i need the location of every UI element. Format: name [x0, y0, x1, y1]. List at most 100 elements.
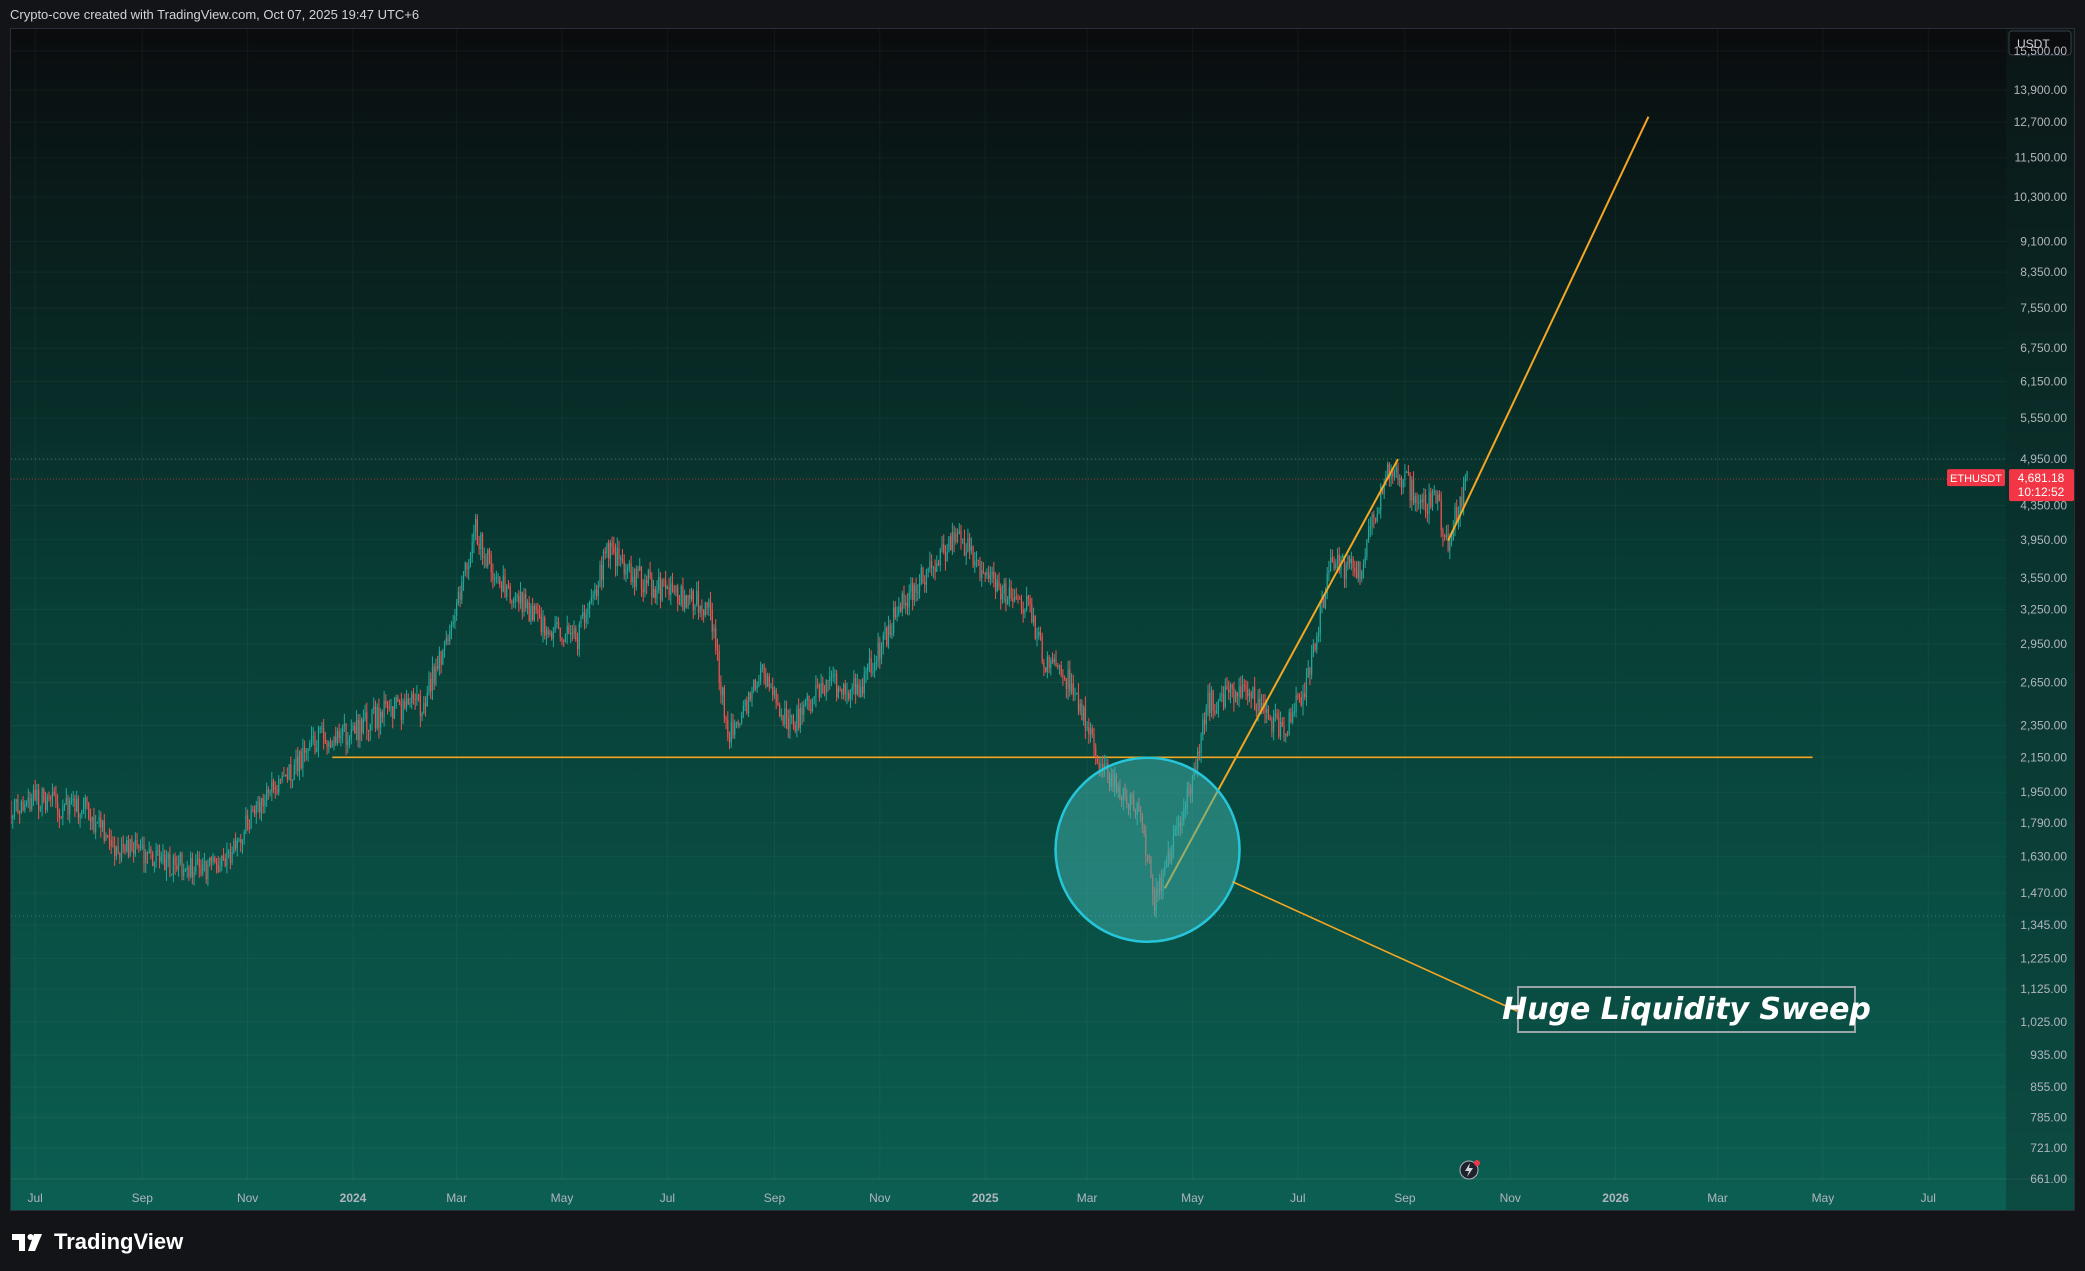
- candle-body: [566, 626, 568, 634]
- candle-body: [1051, 660, 1054, 663]
- candle-body: [613, 546, 615, 553]
- candle-body: [1388, 464, 1390, 478]
- chart-pane[interactable]: Huge Liquidity Sweep USDT 15,500.00 13,900…: [10, 28, 2075, 1211]
- candle: [521, 591, 523, 620]
- candle: [336, 727, 339, 746]
- time-tick-label: May: [1812, 1191, 1835, 1205]
- candle-body: [1046, 656, 1048, 672]
- candle: [20, 799, 22, 814]
- candle-body: [19, 812, 21, 814]
- candle-body: [922, 568, 924, 583]
- candle: [13, 798, 16, 820]
- price-axis[interactable]: USDT15,500.0013,900.0012,700.0011,500.00…: [1947, 29, 2075, 1211]
- candle-body: [435, 665, 437, 685]
- candle: [696, 581, 698, 607]
- candle-body: [293, 764, 295, 780]
- candle-body: [559, 627, 561, 638]
- candle: [777, 693, 779, 706]
- candle: [1428, 483, 1430, 525]
- candle-body: [1387, 464, 1389, 475]
- price-tick-label: 721.00: [2030, 1141, 2067, 1155]
- replay-lightning-icon[interactable]: [1459, 1160, 1480, 1180]
- candle-body: [1072, 683, 1074, 695]
- candle: [43, 787, 45, 804]
- candle-body: [240, 839, 242, 844]
- candle: [238, 837, 240, 843]
- candle: [340, 728, 342, 747]
- candle-body: [1361, 571, 1363, 579]
- candle: [326, 739, 328, 755]
- candle: [44, 791, 47, 814]
- currency-selector[interactable]: [2008, 30, 2072, 56]
- liquidity-sweep-circle[interactable]: [1054, 756, 1241, 944]
- candle: [440, 650, 442, 674]
- candle: [475, 513, 477, 541]
- candle: [335, 726, 337, 746]
- candle-body: [768, 676, 770, 688]
- candle: [390, 698, 392, 717]
- candle: [1024, 608, 1026, 619]
- candle: [554, 615, 556, 634]
- callout-box[interactable]: [1517, 986, 1856, 1033]
- candle-body: [397, 697, 399, 702]
- drawings[interactable]: Huge Liquidity Sweep: [1054, 116, 1871, 1033]
- chart-canvas[interactable]: Huge Liquidity Sweep USDT15,500.0013,900…: [11, 29, 2075, 1211]
- candle: [378, 698, 380, 739]
- candle: [364, 704, 366, 722]
- candle: [74, 794, 76, 818]
- candle-body: [728, 737, 731, 743]
- horizontal-lines[interactable]: [11, 458, 2006, 917]
- candle: [597, 580, 599, 605]
- candle-body: [758, 681, 760, 686]
- candle: [198, 851, 200, 878]
- candle: [150, 845, 152, 860]
- trendline-2[interactable]: [1447, 116, 1650, 542]
- tradingview-logo[interactable]: TradingView: [12, 1229, 183, 1255]
- candle: [540, 607, 542, 636]
- candle: [1084, 696, 1086, 739]
- candle-body: [143, 844, 145, 864]
- candle-body: [507, 585, 510, 587]
- candle-body: [1335, 563, 1337, 569]
- candle: [271, 771, 273, 802]
- candle: [817, 678, 819, 689]
- candle-body: [810, 709, 812, 711]
- candle: [557, 617, 560, 630]
- candle: [780, 708, 782, 721]
- time-axis[interactable]: Jul Sep Nov 2024 Mar May Jul Sep Nov 2025 Mar May Ju…: [11, 1160, 2075, 1205]
- candle-body: [252, 810, 254, 812]
- candle: [891, 622, 893, 640]
- candle: [844, 679, 846, 702]
- candle: [984, 572, 986, 582]
- candle-body: [200, 867, 202, 875]
- candle-body: [190, 857, 192, 877]
- candle: [485, 553, 487, 569]
- candle-body: [853, 678, 855, 688]
- candle-body: [642, 588, 644, 593]
- candle: [243, 829, 245, 845]
- candle: [383, 691, 385, 727]
- candle-body: [440, 651, 442, 665]
- candle-body: [176, 865, 178, 870]
- candle-body: [374, 706, 377, 729]
- candle-body: [1304, 692, 1306, 698]
- candle-body: [822, 683, 824, 693]
- candle-body: [69, 800, 71, 815]
- chart-background: [11, 29, 2074, 1210]
- candle-body: [523, 593, 525, 612]
- candle-body: [1440, 499, 1442, 530]
- candle: [663, 578, 665, 587]
- candle-body: [830, 676, 833, 678]
- candle: [60, 816, 62, 820]
- candle: [293, 759, 295, 781]
- candle-body: [221, 856, 223, 867]
- candle: [1007, 596, 1009, 605]
- candle: [283, 766, 285, 777]
- candle-body: [708, 600, 710, 608]
- candle: [203, 852, 206, 872]
- candle: [785, 700, 788, 730]
- candle-body: [1400, 478, 1403, 488]
- candle: [898, 597, 900, 617]
- candle-body: [48, 796, 50, 798]
- candle-body: [77, 798, 79, 819]
